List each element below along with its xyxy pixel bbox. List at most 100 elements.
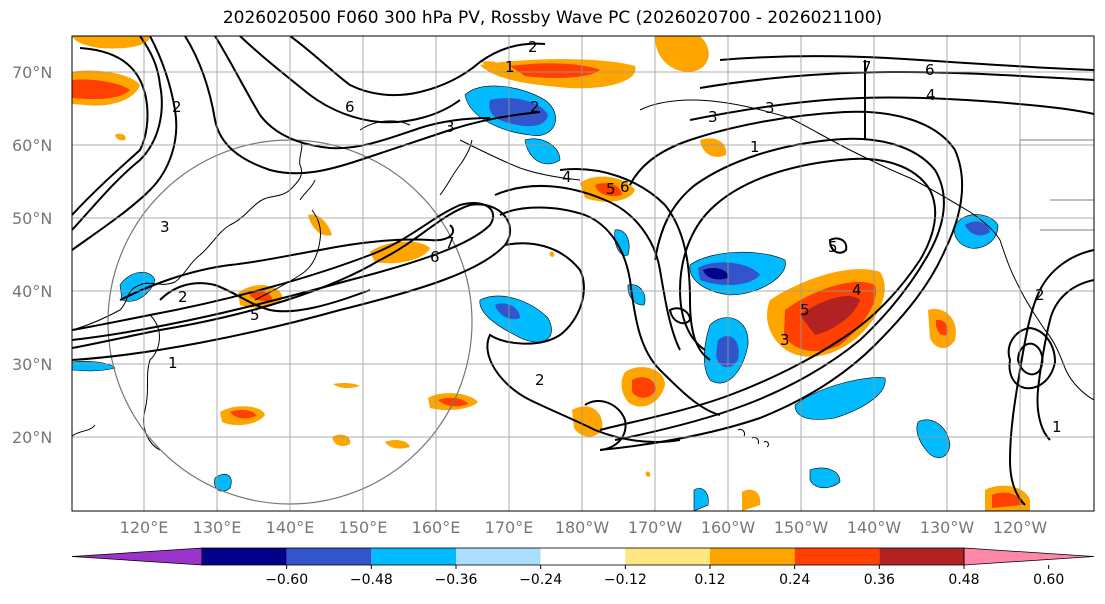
positive-anomaly-region <box>385 439 410 449</box>
contour-label: 6 <box>620 178 630 196</box>
lon-label: 180°W <box>555 518 610 537</box>
colorbar-tick-label: −0.36 <box>435 572 478 588</box>
positive-anomaly-region <box>595 183 622 197</box>
lon-label: 130°W <box>920 518 975 537</box>
colorbar: −0.60 −0.48 −0.36 −0.24 −0.12 0.12 0.24 0.36 0.4… <box>71 547 1095 588</box>
contour-label: 6 <box>430 248 440 266</box>
lat-label: 50°N <box>12 209 52 228</box>
positive-anomaly-region <box>632 377 656 398</box>
colorbar-segment <box>371 548 456 565</box>
pv-contour-line <box>614 137 945 441</box>
contour-label: 2 <box>1035 286 1045 304</box>
contour-label: 4 <box>926 86 936 104</box>
lon-label: 130°E <box>193 518 242 537</box>
pv-contour-line <box>119 224 455 301</box>
colorbar-segment <box>286 548 372 565</box>
negative-anomaly-region <box>965 221 990 236</box>
contour-label: 5 <box>800 301 810 319</box>
contour-label: 1 <box>168 354 178 372</box>
contour-label: 7 <box>862 58 872 76</box>
positive-anomaly-region <box>308 214 332 236</box>
pv-contour-line <box>1036 279 1094 441</box>
kamchatka-coastline <box>359 120 473 196</box>
lat-label: 70°N <box>12 63 52 82</box>
colorbar-segment <box>625 548 710 565</box>
pv-contour-line <box>214 36 491 150</box>
pv-contour-line <box>289 36 546 97</box>
hawaii-islands <box>737 429 769 448</box>
colorbar-extension-high <box>963 547 1095 566</box>
positive-anomaly-region <box>230 409 256 419</box>
negative-anomaly-region <box>703 267 729 280</box>
lon-label: 160°W <box>701 518 756 537</box>
positive-anomaly-region <box>935 319 948 336</box>
negative-anomaly-region <box>693 488 709 511</box>
negative-anomaly-region <box>809 467 841 489</box>
contour-label: 3 <box>765 99 775 117</box>
colorbar-tick-label: 0.12 <box>694 572 725 588</box>
pv-contour-line <box>559 168 711 361</box>
positive-anomaly-region <box>800 295 860 335</box>
contour-label: 6 <box>925 61 935 79</box>
pv-contour-line <box>599 110 964 451</box>
contour-label: 1 <box>750 138 760 156</box>
lon-label: 170°E <box>485 518 534 537</box>
contour-label: 5 <box>606 180 616 198</box>
contour-label: 1 <box>505 58 515 76</box>
contour-label: 3 <box>708 108 718 126</box>
pv-contour-line <box>494 185 681 351</box>
colorbar-tick-label: 0.24 <box>779 572 810 588</box>
colorbar-tick-label: 0.60 <box>1033 572 1064 588</box>
colorbar-tick-label: −0.60 <box>265 572 308 588</box>
negative-anomaly-region <box>214 473 232 492</box>
lat-label: 40°N <box>12 282 52 301</box>
lon-label: 120°E <box>120 518 169 537</box>
contour-label: 5 <box>250 306 260 324</box>
contour-label: 7 <box>445 234 455 252</box>
pv-contour-line <box>668 307 692 325</box>
pv-contour-line <box>72 36 163 231</box>
colorbar-frame <box>201 547 965 566</box>
negative-anomaly-region <box>716 336 739 368</box>
positive-anomaly-region <box>333 382 360 389</box>
positive-anomaly-region <box>645 471 651 477</box>
lon-label: 150°E <box>339 518 388 537</box>
longitude-labels: 120°E 130°E 140°E 150°E 160°E 170°E 180°… <box>120 518 1048 537</box>
colorbar-tick-label: −0.12 <box>604 572 647 588</box>
japan-coastline <box>254 179 321 301</box>
north-america-coastline <box>999 239 1094 401</box>
contour-label: 4 <box>852 281 862 299</box>
pv-contour-line <box>828 237 848 254</box>
contour-label: 4 <box>562 168 572 186</box>
positive-anomaly-region <box>992 492 1022 508</box>
positive-anomaly-region <box>72 36 150 49</box>
pv-contour-line <box>499 206 721 416</box>
pv-contour-line <box>599 157 937 431</box>
contour-label: 2 <box>535 371 545 389</box>
pv-contour-line <box>1007 326 1057 390</box>
lon-label: 140°W <box>847 518 902 537</box>
colorbar-segment <box>456 548 541 565</box>
colorbar-tick-label: −0.48 <box>350 572 393 588</box>
positive-anomaly-region <box>549 251 555 257</box>
positive-anomaly-region <box>510 63 600 78</box>
lon-label: 160°E <box>412 518 461 537</box>
lon-label: 140°E <box>266 518 315 537</box>
pv-contour-line <box>689 96 1094 121</box>
positive-anomaly-region <box>248 290 272 302</box>
map-title: 2026020500 F060 300 hPa PV, Rossby Wave … <box>222 8 883 28</box>
pv-contour-line <box>719 55 1094 71</box>
colorbar-tick-label: −0.24 <box>519 572 562 588</box>
lon-label: 170°W <box>628 518 683 537</box>
negative-anomaly-region <box>916 419 951 458</box>
colorbar-tick-label: 0.36 <box>864 572 895 588</box>
pv-contour-line <box>584 400 627 451</box>
colorbar-segment <box>202 548 287 565</box>
contour-label: 3 <box>160 218 170 236</box>
positive-anomaly-region <box>700 138 727 157</box>
alaska-coastline <box>459 99 1001 241</box>
positive-anomaly-region <box>655 36 709 72</box>
contour-label: 2 <box>172 98 182 116</box>
pv-contour-line <box>72 202 495 341</box>
